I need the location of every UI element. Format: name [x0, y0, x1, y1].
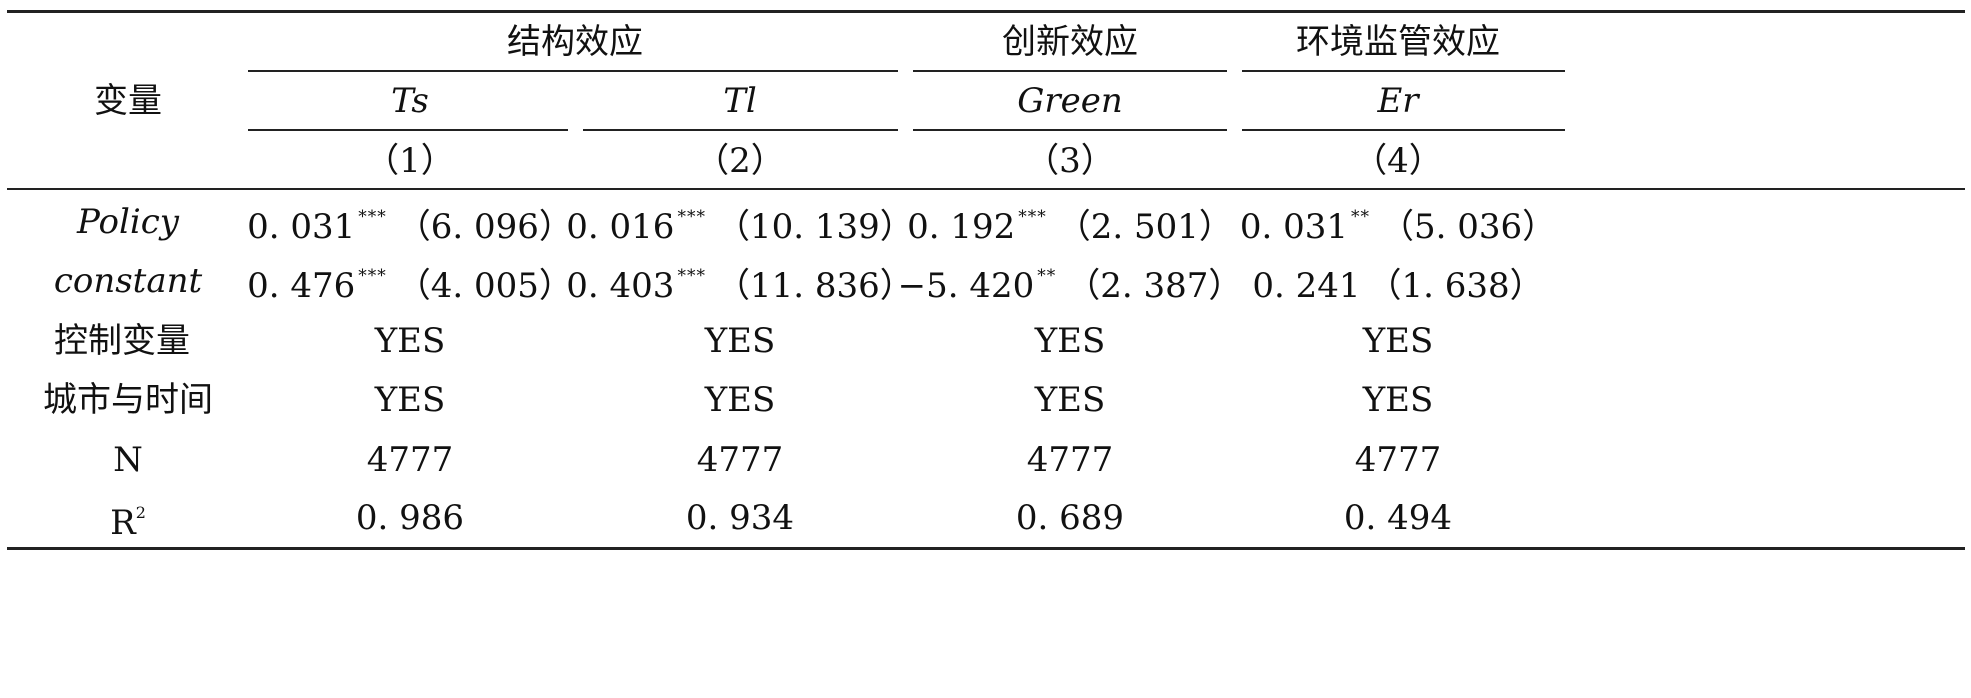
row-label-city-time: 城市与时间 [43, 380, 213, 420]
r-squared-cell-4: 0. 494 [1343, 498, 1453, 538]
coefficient: 0. 241 [1252, 266, 1361, 306]
variable-header: 变量 [94, 81, 162, 121]
group-rule-structure [248, 70, 898, 72]
t-statistic: （6. 096） [396, 207, 573, 247]
row-label-policy: Policy [77, 202, 179, 242]
coefficient: 0. 476 [247, 266, 356, 306]
policy-cell-4: 0. 031 ** （5. 036） [1240, 197, 1556, 247]
t-statistic: （2. 387） [1066, 266, 1243, 306]
controls-cell-1: YES [374, 321, 446, 361]
dep-var-tl: Tl [723, 81, 757, 121]
t-statistic: （5. 036） [1380, 207, 1557, 247]
row-label-controls: 控制变量 [54, 321, 190, 361]
dep-var-ts: Ts [391, 81, 429, 121]
dep-var-green: Green [1017, 81, 1123, 121]
constant-cell-4: 0. 241 （1. 638） [1252, 256, 1543, 306]
column-number-4: （4） [1353, 141, 1443, 181]
significance-stars: *** [358, 266, 387, 286]
n-cell-4: 4777 [1354, 440, 1442, 480]
t-statistic: （10. 139） [715, 207, 914, 247]
city-time-cell-2: YES [704, 380, 776, 420]
var-rule-tl [583, 129, 898, 131]
var-rule-ts [248, 129, 568, 131]
coefficient: 0. 031 [247, 207, 356, 247]
significance-stars: *** [677, 266, 706, 286]
significance-stars: *** [358, 207, 387, 227]
significance-stars: ** [1351, 207, 1370, 227]
t-statistic: （1. 638） [1367, 266, 1544, 306]
r-squared-cell-1: 0. 986 [355, 498, 465, 538]
row-label-n: N [113, 440, 143, 480]
constant-cell-1: 0. 476 *** （4. 005） [247, 256, 573, 306]
row-label-r-squared: R2 [110, 493, 146, 543]
coefficient: −5. 420 [897, 266, 1035, 306]
top-rule [7, 10, 1965, 13]
controls-cell-4: YES [1362, 321, 1434, 361]
header-bottom-rule [7, 188, 1965, 190]
dep-var-er: Er [1377, 81, 1419, 121]
group-rule-regulation [1242, 70, 1565, 72]
coefficient: 0. 192 [907, 207, 1016, 247]
column-number-3: （3） [1025, 141, 1115, 181]
constant-cell-2: 0. 403 *** （11. 836） [566, 256, 913, 306]
policy-cell-3: 0. 192 *** （2. 501） [907, 197, 1233, 247]
n-cell-3: 4777 [1026, 440, 1114, 480]
var-rule-er [1242, 129, 1565, 131]
column-number-2: （2） [695, 141, 785, 181]
var-rule-green [913, 129, 1227, 131]
group-header-regulation: 环境监管效应 [1296, 22, 1500, 62]
significance-stars: *** [1018, 207, 1047, 227]
group-rule-innovation [913, 70, 1227, 72]
t-statistic: （2. 501） [1056, 207, 1233, 247]
policy-cell-2: 0. 016 *** （10. 139） [566, 197, 913, 247]
controls-cell-3: YES [1034, 321, 1106, 361]
group-header-structure: 结构效应 [507, 22, 643, 62]
policy-cell-1: 0. 031 *** （6. 096） [247, 197, 573, 247]
controls-cell-2: YES [704, 321, 776, 361]
group-header-innovation: 创新效应 [1002, 22, 1138, 62]
superscript-2: 2 [135, 503, 146, 522]
city-time-cell-1: YES [374, 380, 446, 420]
bottom-rule [7, 547, 1965, 550]
r-letter: R [110, 503, 136, 543]
row-label-constant: constant [53, 261, 203, 301]
r-squared-cell-3: 0. 689 [1015, 498, 1125, 538]
constant-cell-3: −5. 420 ** （2. 387） [898, 256, 1243, 306]
t-statistic: （4. 005） [396, 266, 573, 306]
coefficient: 0. 403 [566, 266, 675, 306]
significance-stars: *** [677, 207, 706, 227]
city-time-cell-3: YES [1034, 380, 1106, 420]
city-time-cell-4: YES [1362, 380, 1434, 420]
significance-stars: ** [1037, 266, 1057, 286]
coefficient: 0. 016 [566, 207, 675, 247]
column-number-1: （1） [365, 141, 455, 181]
n-cell-1: 4777 [366, 440, 454, 480]
n-cell-2: 4777 [696, 440, 784, 480]
t-statistic: （11. 836） [715, 266, 914, 306]
r-squared-cell-2: 0. 934 [685, 498, 795, 538]
coefficient: 0. 031 [1239, 207, 1348, 247]
